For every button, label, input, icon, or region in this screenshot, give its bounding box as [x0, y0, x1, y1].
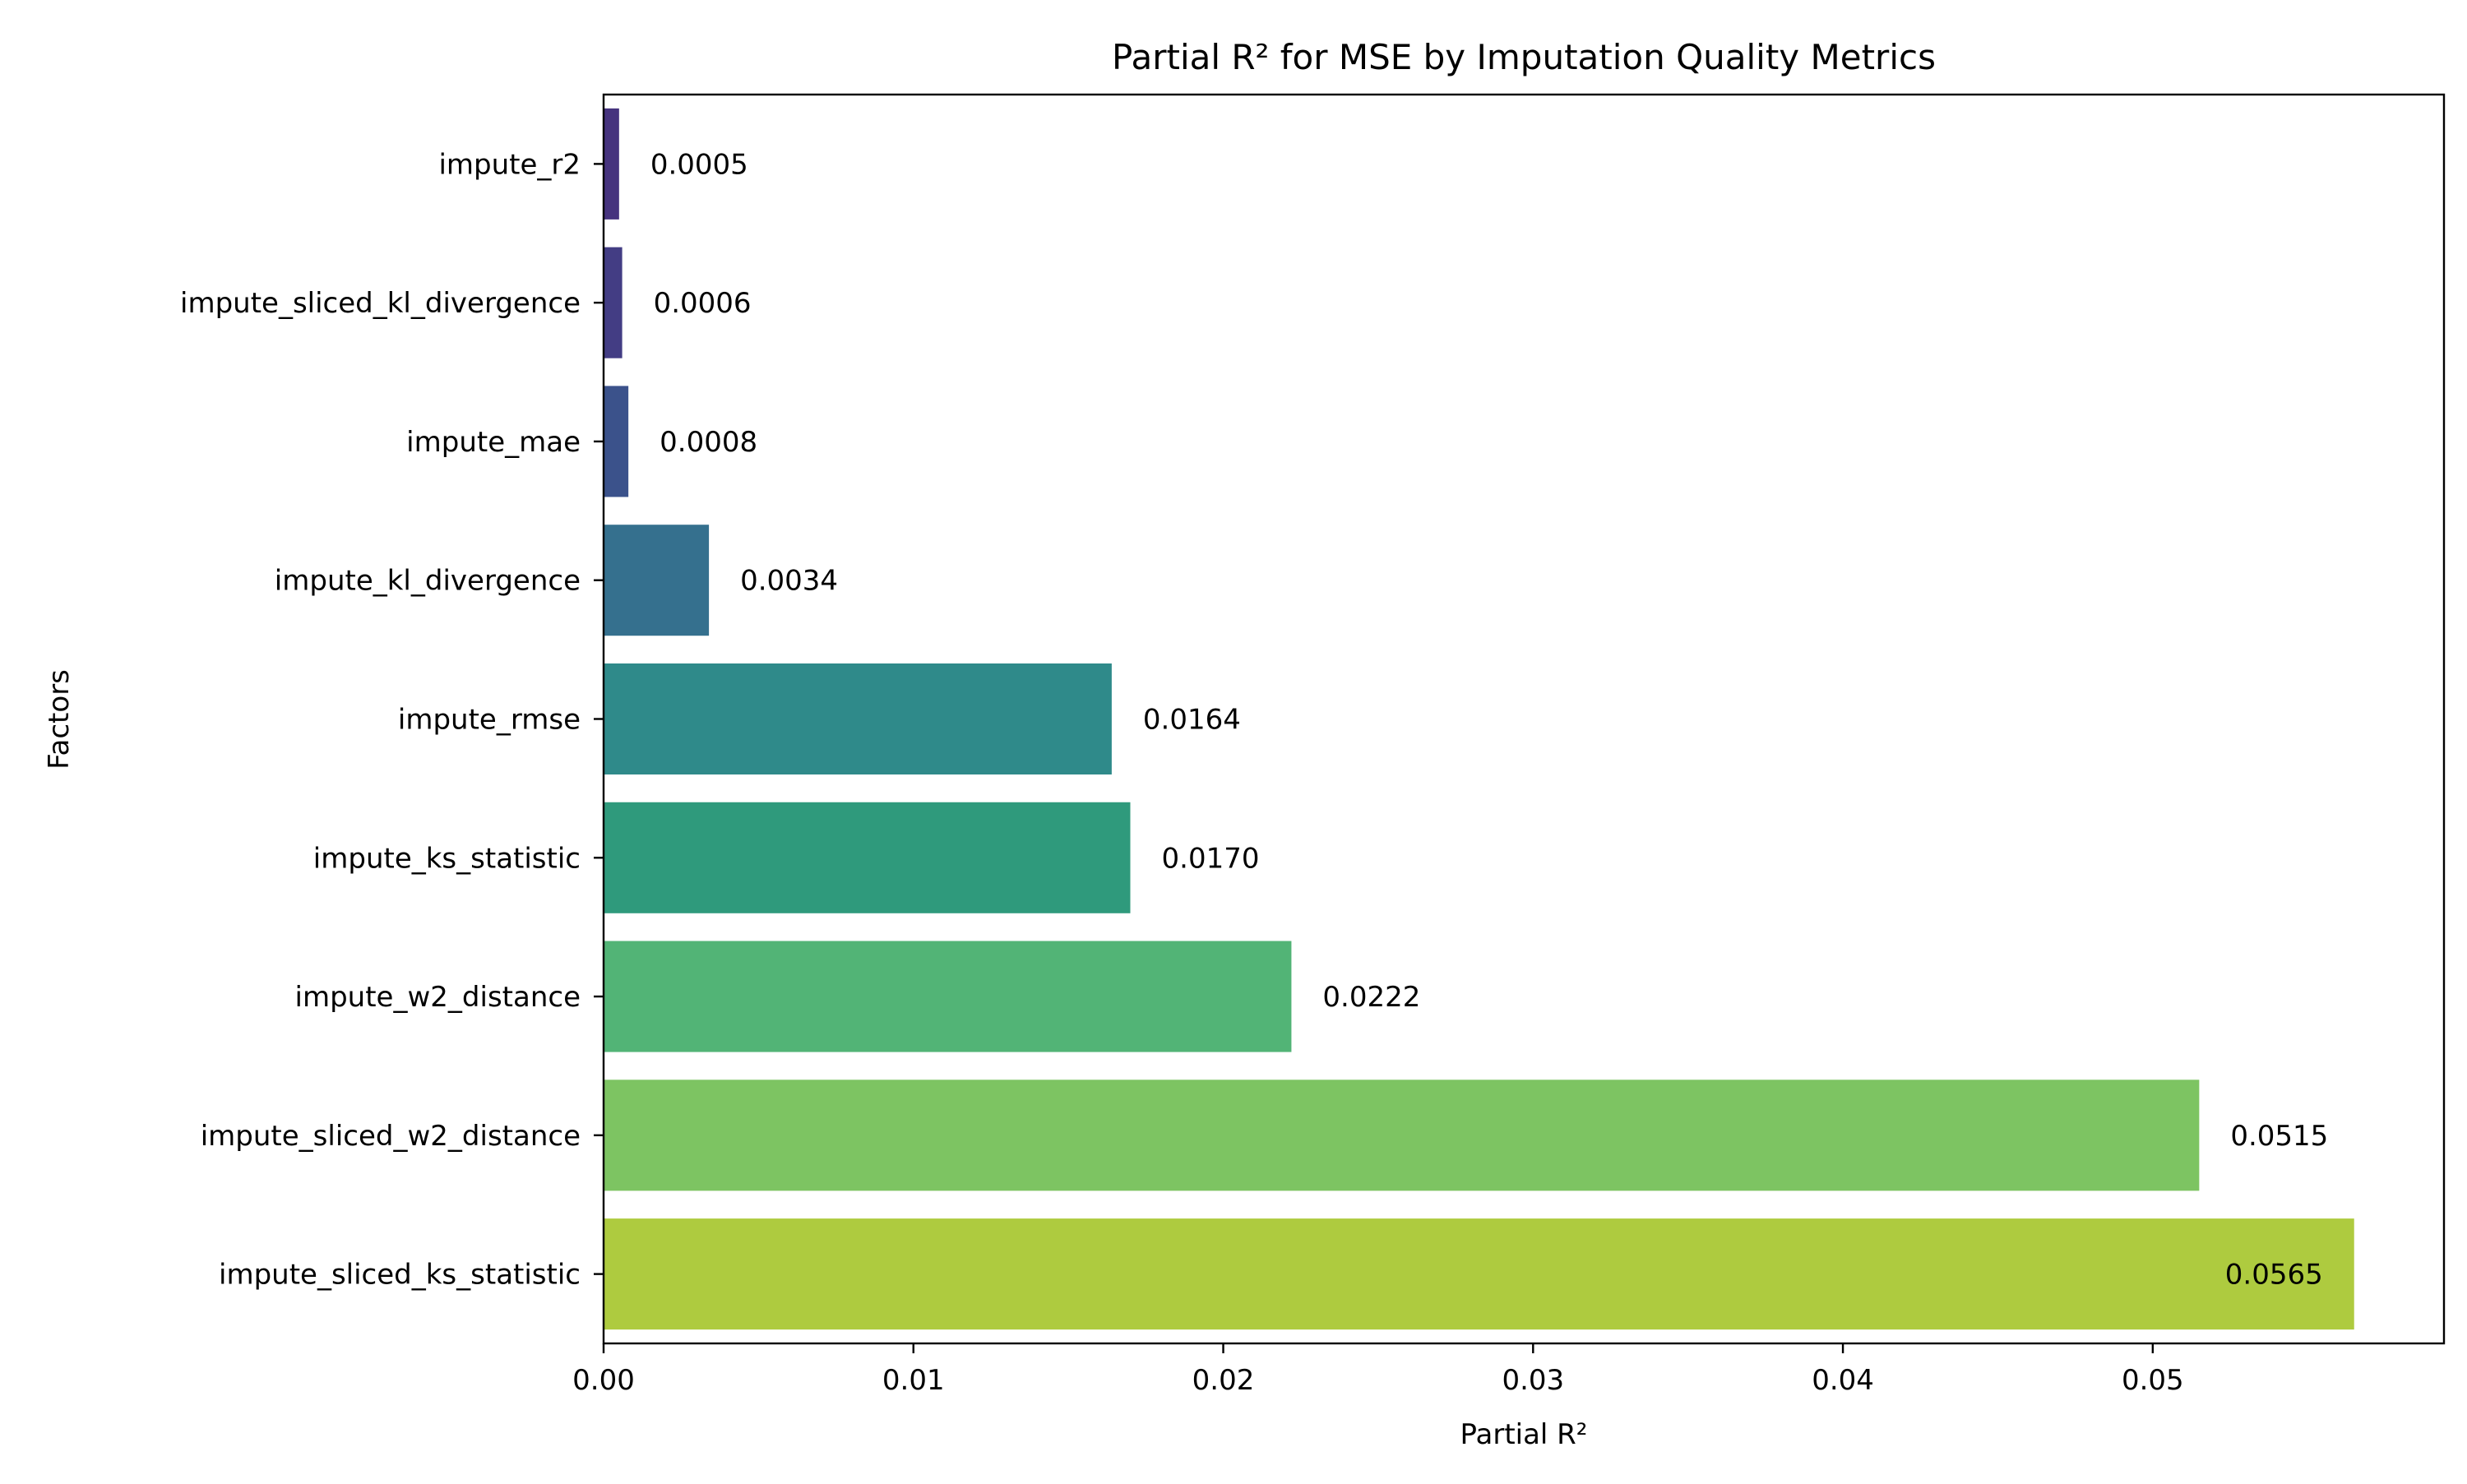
bar-impute_ks_statistic — [604, 802, 1131, 913]
value-label-impute_sliced_kl_divergence: 0.0006 — [654, 287, 752, 320]
x-axis: 0.00 0.01 0.02 0.03 0.04 0.05 — [572, 1343, 2184, 1397]
x-tick-label: 0.03 — [1502, 1364, 1564, 1397]
y-tick-label-impute_r2: impute_r2 — [438, 148, 581, 181]
y-tick-label-impute_ks_statistic: impute_ks_statistic — [313, 842, 581, 875]
x-tick-label: 0.00 — [572, 1364, 635, 1397]
chart-title: Partial R² for MSE by Imputation Quality… — [1112, 37, 1936, 77]
y-tick-label-impute_w2_distance: impute_w2_distance — [295, 981, 581, 1014]
value-label-impute_sliced_ks_statistic: 0.0565 — [2225, 1259, 2323, 1292]
y-tick-label-impute_sliced_kl_divergence: impute_sliced_kl_divergence — [180, 287, 581, 320]
value-label-impute_ks_statistic: 0.0170 — [1162, 842, 1260, 875]
value-label-impute_sliced_w2_distance: 0.0515 — [2230, 1120, 2328, 1153]
x-tick-label: 0.04 — [1812, 1364, 1874, 1397]
y-axis: impute_r2 impute_sliced_kl_divergenceimpu… — [180, 148, 604, 1292]
x-axis-label: Partial R² — [1460, 1418, 1588, 1451]
y-tick-label-impute_rmse: impute_rmse — [398, 704, 581, 737]
plot-frame — [602, 93, 2446, 1345]
y-tick-label-impute_kl_divergence: impute_kl_divergence — [275, 565, 581, 598]
value-label-impute_w2_distance: 0.0222 — [1322, 981, 1420, 1014]
value-labels-layer: 0.0005 0.0006 0.0008 0.0034 0.0164 0.0170 0.02… — [650, 148, 2328, 1291]
bar-impute_rmse — [604, 663, 1112, 775]
x-tick-label: 0.05 — [2122, 1364, 2184, 1397]
y-tick-label-impute_mae: impute_mae — [406, 426, 581, 459]
value-label-impute_mae: 0.0008 — [660, 426, 757, 459]
x-tick-label: 0.01 — [882, 1364, 945, 1397]
bar-impute_mae — [604, 386, 629, 497]
y-tick-label-impute_sliced_w2_distance: impute_sliced_w2_distance — [201, 1120, 581, 1153]
bar-impute_r2 — [604, 108, 619, 220]
value-label-impute_kl_divergence: 0.0034 — [740, 565, 838, 598]
bar-impute_sliced_ks_statistic — [604, 1218, 2354, 1330]
y-axis-label: Factors — [43, 669, 76, 770]
bar-impute_sliced_kl_divergence — [604, 247, 623, 358]
x-tick-label: 0.02 — [1192, 1364, 1255, 1397]
value-label-impute_r2: 0.0005 — [650, 148, 748, 181]
y-tick-label-impute_sliced_ks_statistic: impute_sliced_ks_statistic — [219, 1259, 581, 1292]
bars-layer — [604, 108, 2354, 1330]
bar-impute_w2_distance — [604, 941, 1292, 1052]
bar-impute_sliced_w2_distance — [604, 1079, 2200, 1191]
value-label-impute_rmse: 0.0164 — [1143, 704, 1241, 737]
bar-impute_kl_divergence — [604, 525, 710, 636]
